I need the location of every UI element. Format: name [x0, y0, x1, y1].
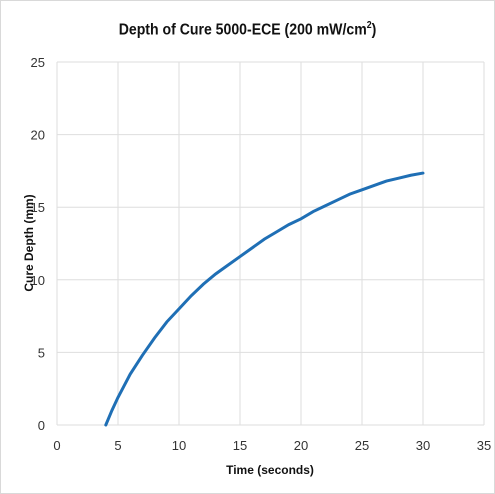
- y-tick-label: 10: [31, 273, 45, 288]
- x-tick-label: 15: [233, 438, 247, 453]
- x-tick-label: 20: [294, 438, 308, 453]
- x-tick-label: 25: [355, 438, 369, 453]
- x-tick-labels: 0 5 10 15 20 25 30 35: [53, 438, 491, 453]
- x-tick-label: 35: [477, 438, 491, 453]
- grid-lines: [56, 61, 485, 426]
- x-tick-label: 10: [172, 438, 186, 453]
- x-axis-label: Time (seconds): [226, 463, 314, 477]
- y-tick-labels: 0 5 10 15 20 25: [31, 55, 45, 433]
- y-tick-label: 20: [31, 128, 45, 143]
- y-tick-label: 0: [38, 418, 45, 433]
- y-tick-label: 15: [31, 200, 45, 215]
- y-tick-label: 5: [38, 345, 45, 360]
- x-tick-label: 0: [53, 438, 60, 453]
- chart-title-superscript: 2: [366, 20, 372, 31]
- chart-title-end: ): [371, 21, 377, 39]
- chart-title: Depth of Cure 5000-ECE (200 mW/cm2): [30, 20, 466, 39]
- y-axis-label: Cure Depth (mm): [22, 194, 36, 291]
- y-tick-label: 25: [31, 55, 45, 70]
- x-tick-label: 30: [416, 438, 430, 453]
- series-line: [104, 171, 425, 427]
- x-tick-label: 5: [114, 438, 121, 453]
- chart-title-main: Depth of Cure 5000-ECE (200 mW/cm: [118, 21, 367, 39]
